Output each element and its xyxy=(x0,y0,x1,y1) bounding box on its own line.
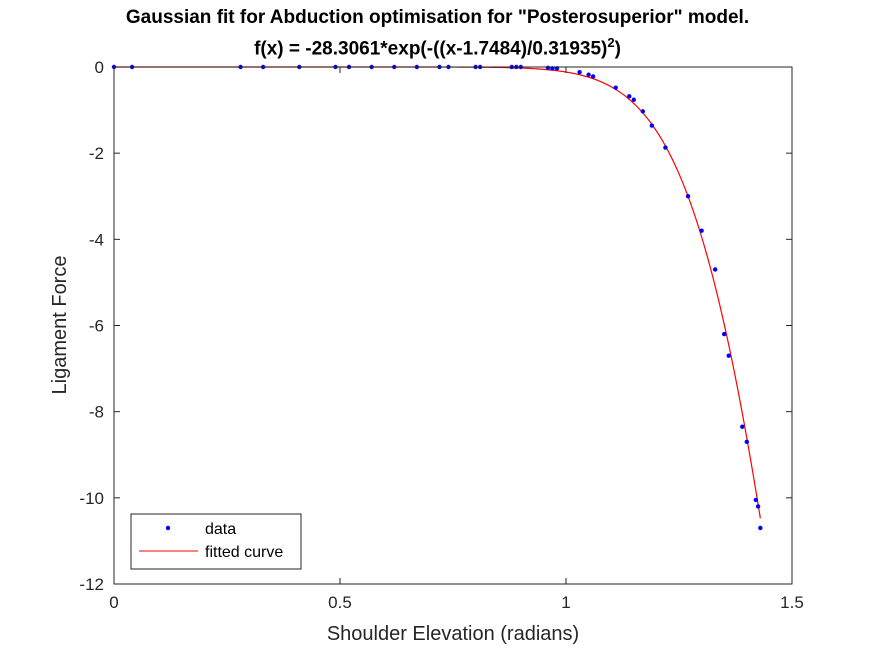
y-tick-label: -6 xyxy=(89,317,104,336)
equation-text: f(x) = -28.3061*exp(-((x-1.7484)/0.31935… xyxy=(254,38,608,60)
data-point xyxy=(758,525,763,531)
y-tick-label: -2 xyxy=(89,144,104,163)
data-point xyxy=(640,109,646,114)
data-point xyxy=(649,123,655,128)
y-tick-label: -4 xyxy=(89,230,104,249)
data-point xyxy=(586,72,591,77)
data-point xyxy=(722,331,727,337)
data-point xyxy=(685,194,691,199)
x-tick-label: 0 xyxy=(109,593,118,612)
x-tick-label: 1.5 xyxy=(780,593,804,612)
data-point xyxy=(613,85,618,90)
data-point xyxy=(712,267,718,272)
legend: data fitted curve xyxy=(130,513,302,570)
equation-close: ) xyxy=(614,38,621,60)
plot-area xyxy=(114,67,792,584)
data-point xyxy=(663,145,668,150)
x-tick-label: 1 xyxy=(561,593,570,612)
data-point xyxy=(545,65,551,71)
data-point xyxy=(740,424,745,429)
x-axis-label: Shoulder Elevation (radians) xyxy=(327,623,579,645)
chart-equation: f(x) = -28.3061*exp(-((x-1.7484)/0.31935… xyxy=(0,35,875,60)
x-tick-label: 0.5 xyxy=(328,593,352,612)
legend-fit-label: fitted curve xyxy=(205,544,283,561)
data-point xyxy=(726,353,731,358)
chart-title: Gaussian fit for Abduction optimisation … xyxy=(125,7,750,28)
data-point xyxy=(744,439,749,445)
axes-ticks: 0 0.5 1 1.5 0 -2 -4 -6 -8 -10 -12 xyxy=(79,58,803,612)
data-point xyxy=(631,97,636,102)
data-point xyxy=(627,94,632,99)
y-tick-label: -12 xyxy=(79,575,104,594)
y-tick-label: -8 xyxy=(89,403,104,422)
data-point xyxy=(753,497,759,503)
legend-data-label: data xyxy=(205,521,236,538)
data-point xyxy=(577,69,582,75)
data-point xyxy=(755,504,761,509)
y-tick-label: 0 xyxy=(95,58,104,77)
legend-data-marker xyxy=(165,525,171,531)
data-point xyxy=(590,74,596,79)
y-axis-label: Ligament Force xyxy=(49,256,71,395)
equation-exponent: 2 xyxy=(607,35,615,50)
y-tick-label: -10 xyxy=(79,489,104,508)
data-point xyxy=(699,228,704,233)
legend-box xyxy=(130,513,302,570)
